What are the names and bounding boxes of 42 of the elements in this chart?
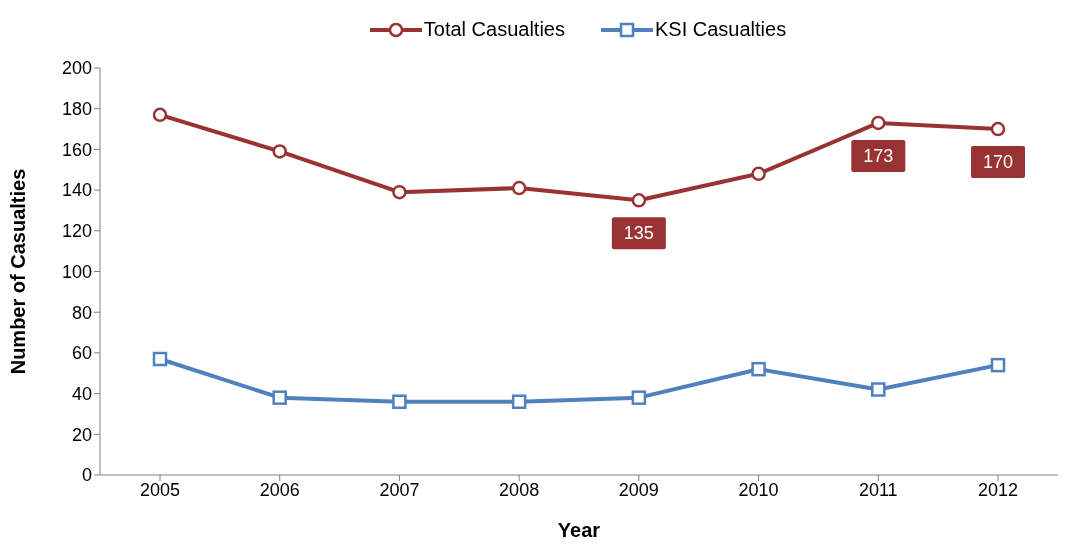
- x-tick-label: 2012: [977, 479, 1019, 500]
- point: [871, 115, 886, 131]
- y-tick-label: 180: [61, 99, 92, 120]
- legend-label: KSI Casualties: [655, 18, 787, 41]
- data-label: 170: [982, 152, 1014, 173]
- point: [871, 382, 886, 397]
- y-tick-label: 120: [61, 221, 92, 242]
- x-tick-label: 2010: [738, 479, 779, 500]
- x-tick-label: 2009: [618, 479, 659, 500]
- x-tick-label: 2008: [499, 479, 540, 500]
- point: [392, 184, 407, 200]
- y-tick-label: 100: [61, 261, 92, 282]
- point: [392, 394, 407, 409]
- x-tick-label: 2005: [139, 479, 181, 500]
- y-tick-label: 140: [61, 180, 92, 201]
- data-label: 173: [863, 145, 894, 166]
- x-tick-label: 2006: [259, 479, 300, 500]
- x-tick-label: 2007: [379, 479, 420, 500]
- point: [751, 361, 766, 377]
- point: [272, 144, 287, 159]
- y-tick-label: 40: [71, 383, 92, 404]
- legend-label: Total Casualties: [423, 18, 565, 41]
- y-tick-label: 200: [61, 58, 92, 79]
- data-label: 135: [623, 223, 654, 244]
- point: [152, 107, 168, 123]
- x-axis-title: Year: [557, 519, 601, 541]
- y-tick-label: 160: [61, 139, 92, 160]
- point: [990, 357, 1006, 373]
- point: [152, 351, 168, 367]
- y-axis-title: Number of Casualties: [7, 168, 30, 375]
- y-tick-label: 80: [71, 302, 92, 323]
- point: [511, 180, 527, 196]
- y-tick-label: 60: [71, 343, 92, 364]
- point: [272, 390, 287, 405]
- point: [631, 390, 647, 405]
- point: [751, 166, 766, 182]
- point: [990, 121, 1006, 137]
- point: [631, 193, 647, 208]
- point: [511, 394, 527, 409]
- y-tick-label: 20: [71, 424, 92, 445]
- x-tick-label: 2011: [858, 479, 898, 500]
- y-tick-label: 0: [81, 465, 92, 486]
